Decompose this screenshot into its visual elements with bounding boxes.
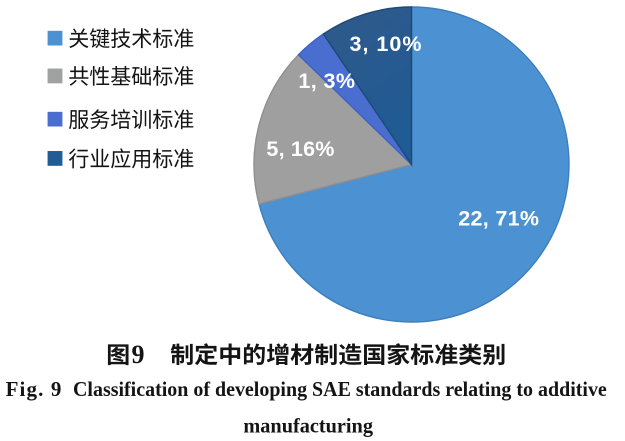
svg-text:3, 10%: 3, 10% — [350, 32, 423, 56]
svg-text:5, 16%: 5, 16% — [266, 137, 334, 161]
svg-text:Fig. 9: Fig. 9 — [6, 377, 62, 401]
svg-text:22, 71%: 22, 71% — [458, 207, 539, 231]
svg-text:Classification of developing S: Classification of developing SAE standar… — [73, 377, 607, 401]
svg-text:1, 3%: 1, 3% — [298, 69, 355, 93]
svg-text:9: 9 — [132, 340, 145, 369]
svg-text:manufacturing: manufacturing — [243, 413, 373, 437]
